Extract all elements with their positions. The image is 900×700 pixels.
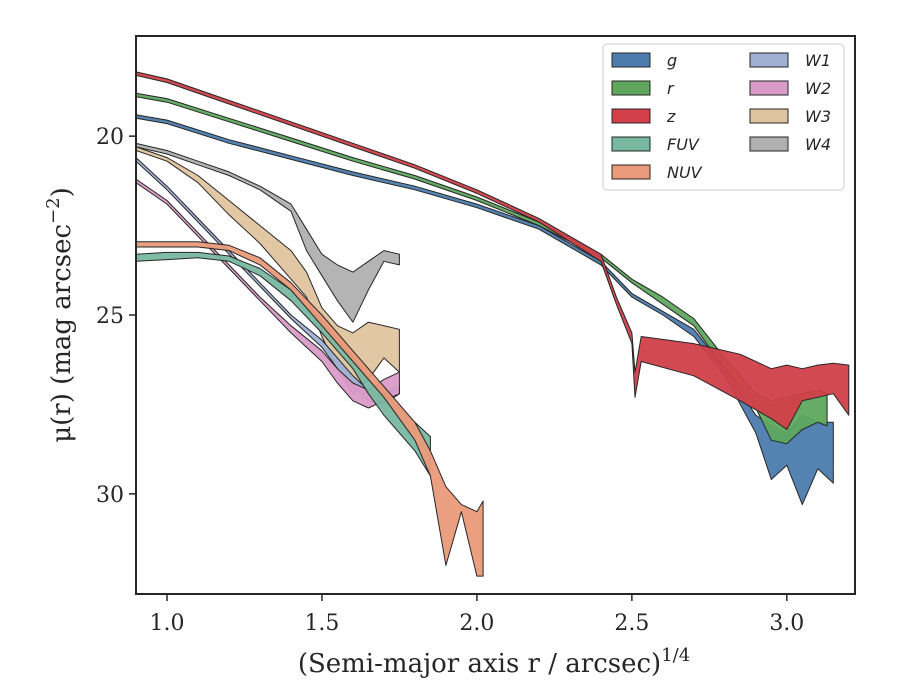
series-bands [136,71,850,577]
legend-swatch-r [611,80,651,96]
y-axis-label-text: μ(r) (mag arcsec [47,224,77,443]
legend: grz FUV NUV W1 W2 W3 W4 [602,43,845,191]
legend-label-w1: W1 [805,51,831,70]
x-tick-label: 1.5 [304,611,339,636]
y-axis: 20 25 30 [96,125,136,508]
band-fuv [136,251,431,477]
legend-swatch-fuv [611,136,651,152]
legend-swatch-w2 [749,80,789,96]
legend-label-nuv: NUV [667,163,703,182]
y-tick-label: 30 [96,483,124,508]
legend-swatch-w4 [749,136,789,152]
legend-swatch-z [611,108,651,124]
legend-label-z: z [666,107,676,126]
x-axis-label-exponent: 1/4 [661,645,690,666]
legend-label-r: r [667,79,675,98]
y-axis-label-close: ) [47,187,77,197]
legend-swatch-g [611,52,651,68]
y-axis-label-exponent: −2 [43,197,64,224]
y-axis-label: μ(r) (mag arcsec−2) [43,187,77,443]
legend-swatch-nuv [611,164,651,180]
band-z [136,71,850,430]
y-tick-label: 25 [96,304,124,329]
band-g [136,114,834,506]
x-tick-label: 2.0 [459,611,494,636]
x-tick-label: 3.0 [769,611,804,636]
legend-swatch-w1 [749,52,789,68]
y-tick-label: 20 [96,125,124,150]
legend-label-fuv: FUV [667,135,700,154]
legend-label-w2: W2 [805,79,831,98]
legend-label-g: g [667,51,677,70]
band-nuv [136,241,484,577]
x-tick-label: 2.5 [614,611,649,636]
legend-label-w4: W4 [805,135,831,154]
band-w2 [136,178,400,409]
band-w4 [136,142,400,323]
legend-swatch-w3 [749,108,789,124]
x-axis-label-text: (Semi-major axis r / arcsec) [298,649,661,679]
legend-label-w3: W3 [805,107,831,126]
x-axis-label: (Semi-major axis r / arcsec)1/4 [298,645,690,679]
x-tick-label: 1.0 [149,611,184,636]
x-axis: 1.0 1.5 2.0 2.5 3.0 [149,594,804,636]
